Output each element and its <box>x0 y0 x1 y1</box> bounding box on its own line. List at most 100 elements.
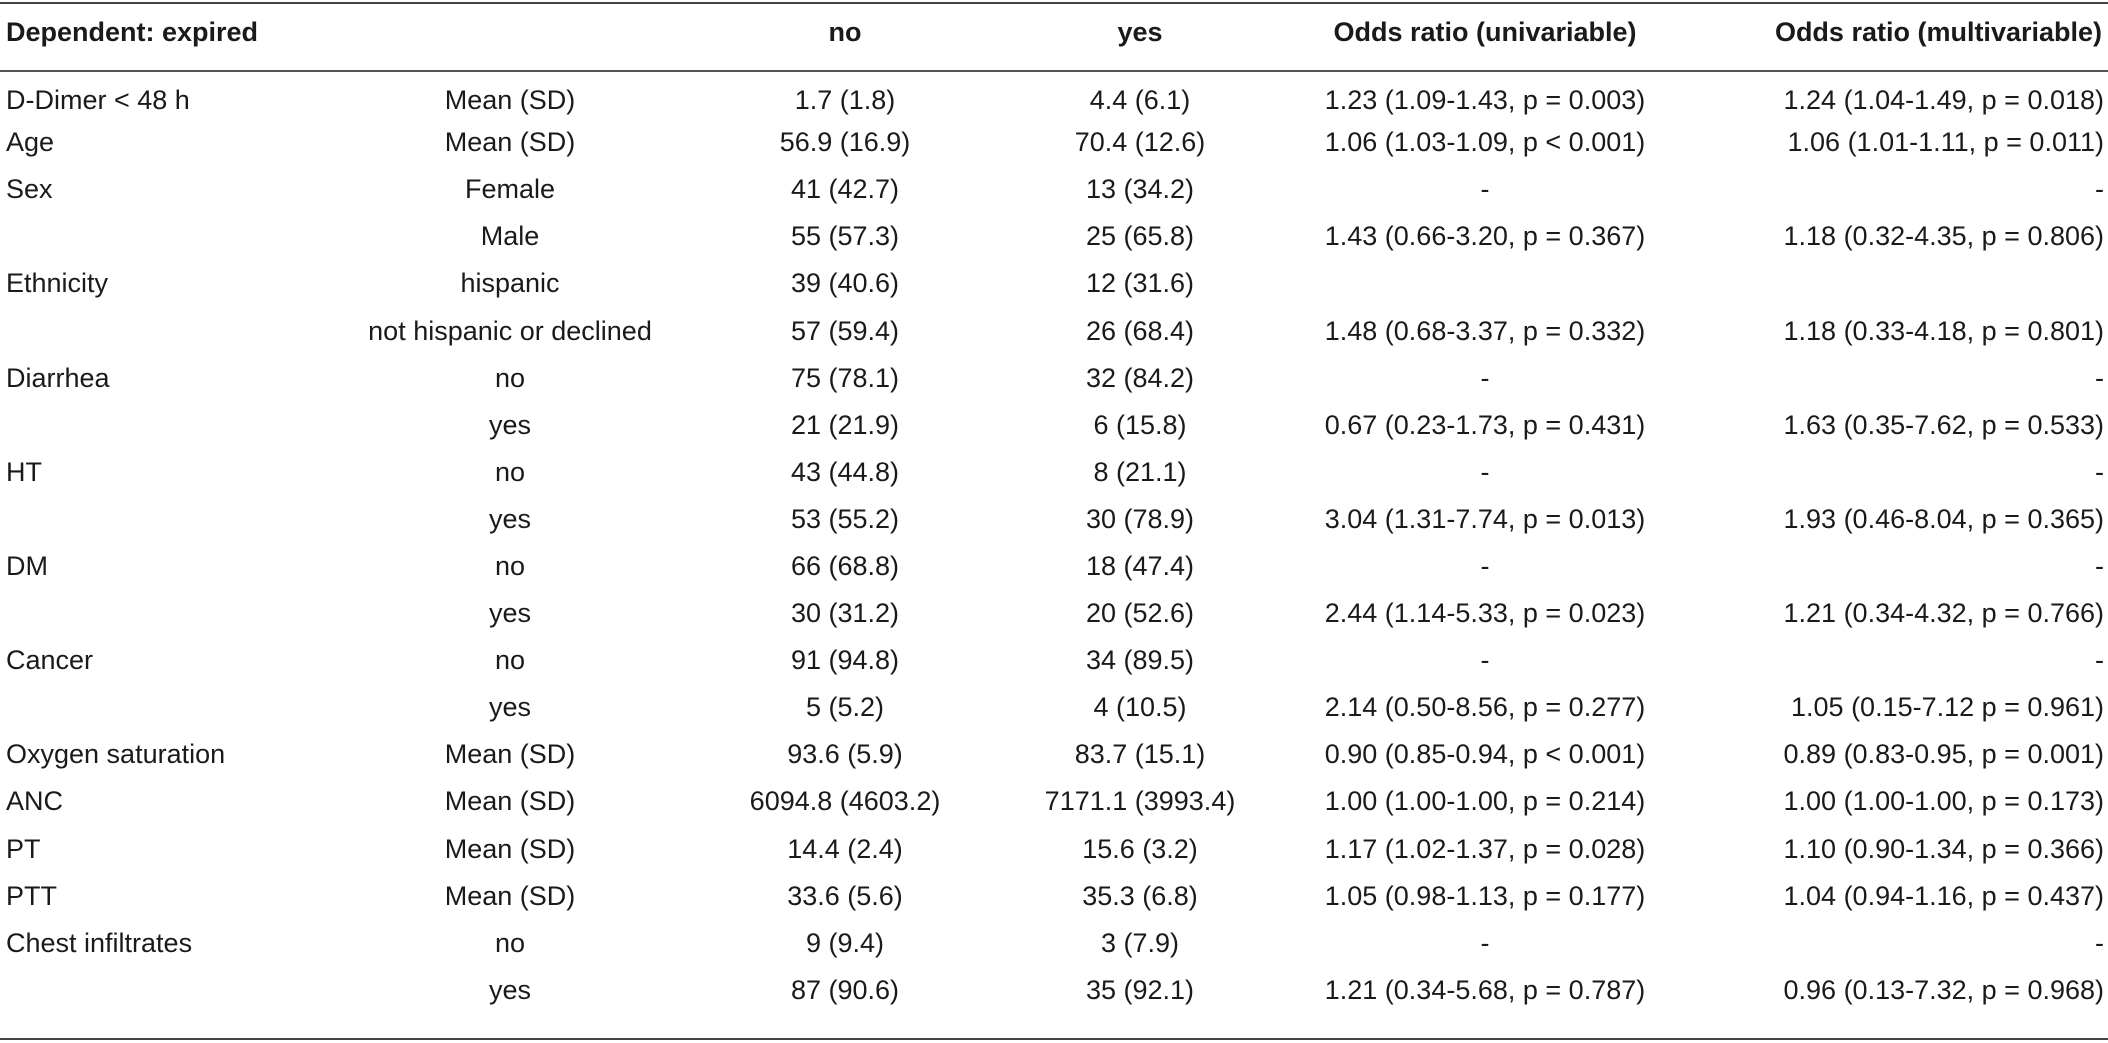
yes-cell: 35.3 (6.8) <box>1082 880 1198 911</box>
header-rule <box>0 70 2108 72</box>
yes-cell: 13 (34.2) <box>1085 174 1195 205</box>
variable-cell <box>0 967 330 1014</box>
variable-cell: PT <box>6 833 41 864</box>
no-cell: 21 (21.9) <box>790 409 900 440</box>
no-cell: 55 (57.3) <box>790 221 900 252</box>
or-multivariable-cell: 1.05 (0.15-7.12 p = 0.961) <box>1791 692 2104 723</box>
table-row: Ethnicity hispanic 39 (40.6) 12 (31.6) <box>0 260 2108 307</box>
yes-cell: 7171.1 (3993.4) <box>1044 786 1236 817</box>
header-or-multivariable: Odds ratio (multivariable) <box>1774 16 2102 47</box>
level-cell: Mean (SD) <box>444 786 576 817</box>
level-cell: no <box>494 645 526 676</box>
no-cell: 33.6 (5.6) <box>787 880 903 911</box>
or-multivariable-cell: 0.96 (0.13-7.32, p = 0.968) <box>1783 974 2104 1005</box>
yes-cell: 8 (21.1) <box>1093 456 1187 487</box>
no-cell: 66 (68.8) <box>790 550 900 581</box>
or-multivariable-cell: 1.04 (0.94-1.16, p = 0.437) <box>1783 880 2104 911</box>
level-cell: Mean (SD) <box>444 85 576 116</box>
no-cell: 57 (59.4) <box>790 315 900 346</box>
variable-cell: Oxygen saturation <box>6 739 226 770</box>
or-multivariable-cell: 1.18 (0.32-4.35, p = 0.806) <box>1783 221 2104 252</box>
level-cell: yes <box>488 974 532 1005</box>
or-univariable-cell: - <box>1480 645 1490 676</box>
no-cell: 93.6 (5.9) <box>787 739 903 770</box>
or-multivariable-cell: 0.89 (0.83-0.95, p = 0.001) <box>1783 739 2104 770</box>
header-row: Dependent: expired no yes Odds ratio (un… <box>0 0 2108 72</box>
no-cell: 53 (55.2) <box>790 503 900 534</box>
table-row: D-Dimer < 48 h Mean (SD) 1.7 (1.8) 4.4 (6.1… <box>0 72 2108 119</box>
yes-cell: 12 (31.6) <box>1085 268 1195 299</box>
variable-cell <box>0 402 330 449</box>
or-multivariable-cell <box>1690 260 2108 307</box>
level-cell: Mean (SD) <box>444 739 576 770</box>
variable-cell: Cancer <box>6 645 94 676</box>
or-multivariable-cell: 1.06 (1.01-1.11, p = 0.011) <box>1787 127 2104 158</box>
or-multivariable-cell: 1.21 (0.34-4.32, p = 0.766) <box>1783 598 2104 629</box>
table-row: Sex Female 41 (42.7) 13 (34.2) - - <box>0 166 2108 213</box>
table-row: Cancer no 91 (94.8) 34 (89.5) - - <box>0 637 2108 684</box>
table-row: ANC Mean (SD) 6094.8 (4603.2) 7171.1 (3993.… <box>0 778 2108 825</box>
table-row: PT Mean (SD) 14.4 (2.4) 15.6 (3.2) 1.17 (1.0… <box>0 826 2108 873</box>
yes-cell: 6 (15.8) <box>1093 409 1187 440</box>
level-cell: Mean (SD) <box>444 833 576 864</box>
level-cell: Mean (SD) <box>444 880 576 911</box>
level-cell: Mean (SD) <box>444 127 576 158</box>
or-multivariable-cell: 1.10 (0.90-1.34, p = 0.366) <box>1783 833 2104 864</box>
or-multivariable-cell: 1.00 (1.00-1.00, p = 0.173) <box>1783 786 2104 817</box>
header-level <box>330 0 690 72</box>
header-dependent: Dependent: expired <box>6 16 259 47</box>
or-univariable-cell: 1.48 (0.68-3.37, p = 0.332) <box>1324 315 1646 346</box>
no-cell: 5 (5.2) <box>805 692 885 723</box>
level-cell: no <box>494 456 526 487</box>
top-rule <box>0 2 2108 4</box>
no-cell: 56.9 (16.9) <box>779 127 911 158</box>
table-row: yes 5 (5.2) 4 (10.5) 2.14 (0.50-8.56, p = 0… <box>0 684 2108 731</box>
odds-ratio-table: Dependent: expired no yes Odds ratio (un… <box>0 0 2108 1014</box>
or-univariable-cell: 0.67 (0.23-1.73, p = 0.431) <box>1324 409 1646 440</box>
or-univariable-cell: 1.43 (0.66-3.20, p = 0.367) <box>1324 221 1646 252</box>
table-row: Oxygen saturation Mean (SD) 93.6 (5.9) 83.7… <box>0 731 2108 778</box>
or-multivariable-cell: - <box>2095 174 2104 205</box>
or-univariable-cell: - <box>1480 456 1490 487</box>
no-cell: 1.7 (1.8) <box>794 85 896 116</box>
no-cell: 6094.8 (4603.2) <box>749 786 941 817</box>
level-cell: no <box>494 927 526 958</box>
or-univariable-cell: 1.23 (1.09-1.43, p = 0.003) <box>1324 85 1646 116</box>
yes-cell: 83.7 (15.1) <box>1074 739 1206 770</box>
or-univariable-cell: 1.06 (1.03-1.09, p < 0.001) <box>1324 127 1646 158</box>
level-cell: yes <box>488 503 532 534</box>
table-row: Age Mean (SD) 56.9 (16.9) 70.4 (12.6) 1.06 (… <box>0 119 2108 166</box>
yes-cell: 30 (78.9) <box>1085 503 1195 534</box>
or-multivariable-cell: 1.63 (0.35-7.62, p = 0.533) <box>1783 409 2104 440</box>
variable-cell <box>0 496 330 543</box>
variable-cell: Chest infiltrates <box>6 927 193 958</box>
or-univariable-cell: - <box>1480 362 1490 393</box>
or-univariable-cell: 1.17 (1.02-1.37, p = 0.028) <box>1324 833 1646 864</box>
or-univariable-cell: 2.14 (0.50-8.56, p = 0.277) <box>1324 692 1646 723</box>
variable-cell: Sex <box>6 174 53 205</box>
yes-cell: 4.4 (6.1) <box>1089 85 1191 116</box>
variable-cell: Diarrhea <box>6 362 110 393</box>
yes-cell: 35 (92.1) <box>1085 974 1195 1005</box>
yes-cell: 25 (65.8) <box>1085 221 1195 252</box>
variable-cell: DM <box>6 550 48 581</box>
yes-cell: 32 (84.2) <box>1085 362 1195 393</box>
or-univariable-cell: 0.90 (0.85-0.94, p < 0.001) <box>1324 739 1646 770</box>
no-cell: 9 (9.4) <box>805 927 885 958</box>
or-univariable-cell: - <box>1480 927 1490 958</box>
or-univariable-cell: - <box>1480 174 1490 205</box>
no-cell: 30 (31.2) <box>790 598 900 629</box>
variable-cell: ANC <box>6 786 64 817</box>
no-cell: 91 (94.8) <box>790 645 900 676</box>
table-row: not hispanic or declined 57 (59.4) 26 (68.… <box>0 307 2108 354</box>
level-cell: no <box>494 550 526 581</box>
or-multivariable-cell: 1.24 (1.04-1.49, p = 0.018) <box>1783 85 2104 116</box>
no-cell: 14.4 (2.4) <box>787 833 903 864</box>
yes-cell: 18 (47.4) <box>1085 550 1195 581</box>
table-row: Chest infiltrates no 9 (9.4) 3 (7.9) - - <box>0 920 2108 967</box>
yes-cell: 70.4 (12.6) <box>1074 127 1206 158</box>
yes-cell: 20 (52.6) <box>1085 598 1195 629</box>
or-univariable-cell: 1.21 (0.34-5.68, p = 0.787) <box>1324 974 1646 1005</box>
table-row: HT no 43 (44.8) 8 (21.1) - - <box>0 449 2108 496</box>
header-yes: yes <box>1117 16 1163 47</box>
